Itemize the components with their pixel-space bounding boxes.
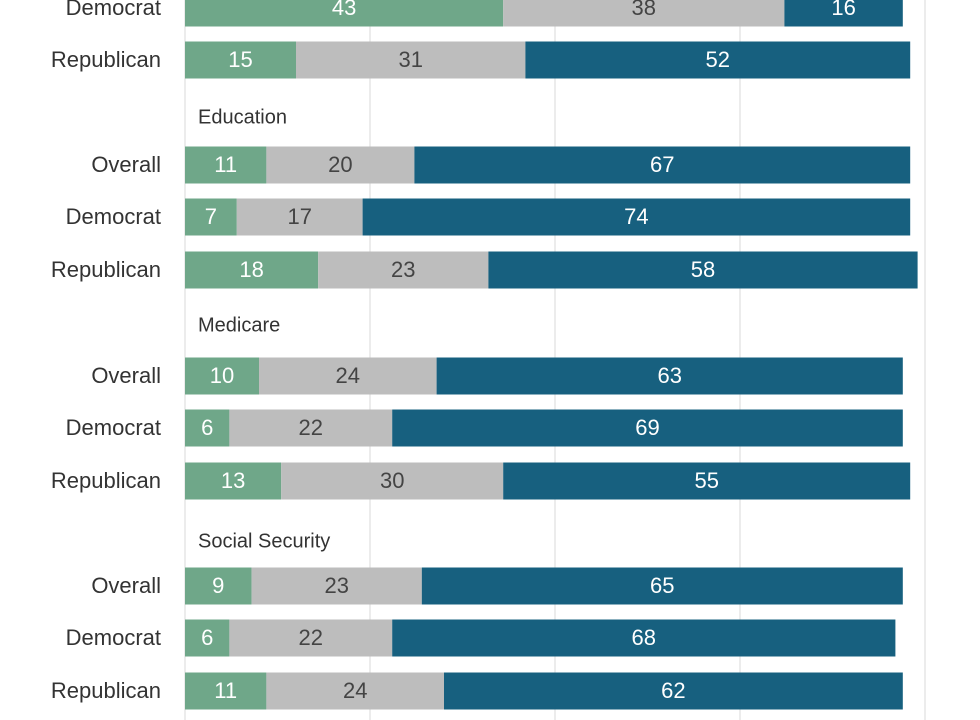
bar-segment-1 <box>185 146 267 184</box>
bar-value-label: 67 <box>650 152 674 177</box>
bar-segment-3 <box>525 41 911 79</box>
group-label: Social Security <box>198 530 330 552</box>
bar-value-label: 43 <box>332 0 356 20</box>
bar-value-label: 6 <box>201 625 213 650</box>
row-label: Republican <box>51 47 161 72</box>
bar-segment-2 <box>266 672 444 710</box>
bar-segment-2 <box>251 567 422 605</box>
bar-segment-1 <box>185 567 252 605</box>
row-label: Overall <box>91 363 161 388</box>
bar-segment-2 <box>281 462 504 500</box>
bar-segment-1 <box>185 672 267 710</box>
bar-value-label: 16 <box>831 0 855 20</box>
bar-segment-3 <box>784 0 903 27</box>
bar-segment-1 <box>185 198 237 236</box>
bar-segment-1 <box>185 357 259 395</box>
bar-segment-3 <box>503 462 911 500</box>
bar-segment-3 <box>436 357 903 395</box>
bar-value-label: 6 <box>201 415 213 440</box>
bar-segment-3 <box>421 567 903 605</box>
group-label: Education <box>198 106 287 128</box>
bar-value-label: 30 <box>380 468 404 493</box>
row-label: Republican <box>51 257 161 282</box>
bar-value-label: 23 <box>324 573 348 598</box>
row-label: Republican <box>51 678 161 703</box>
bar-value-label: 23 <box>391 257 415 282</box>
bar-segment-2 <box>318 251 489 289</box>
bar-value-label: 11 <box>214 678 237 703</box>
row-label: Democrat <box>66 625 161 650</box>
bar-value-label: 17 <box>287 204 311 229</box>
bar-value-label: 10 <box>210 363 234 388</box>
bar-segment-1 <box>185 409 230 447</box>
bar-segment-2 <box>229 409 393 447</box>
bar-value-label: 31 <box>398 47 422 72</box>
bar-segment-3 <box>444 672 903 710</box>
group-label: Medicare <box>198 314 280 336</box>
bar-value-label: 7 <box>205 204 217 229</box>
bar-value-label: 62 <box>661 678 685 703</box>
bar-segment-2 <box>236 198 363 236</box>
row-label: Overall <box>91 573 161 598</box>
row-label: Democrat <box>66 204 161 229</box>
bar-segment-2 <box>503 0 785 27</box>
row-label: Democrat <box>66 415 161 440</box>
bars <box>185 0 918 710</box>
bar-segment-2 <box>296 41 526 79</box>
bar-segment-2 <box>259 357 437 395</box>
row-label: Democrat <box>66 0 161 20</box>
bar-value-label: 15 <box>228 47 252 72</box>
bar-value-label: 22 <box>299 625 323 650</box>
bar-value-label: 13 <box>221 468 245 493</box>
bar-value-label: 55 <box>694 468 718 493</box>
bar-value-label: 69 <box>635 415 659 440</box>
bar-value-label: 63 <box>657 363 681 388</box>
bar-segment-3 <box>392 409 903 447</box>
bar-segment-1 <box>185 0 504 27</box>
bar-value-label: 11 <box>214 152 237 177</box>
bar-value-label: 58 <box>691 257 715 282</box>
bar-segment-1 <box>185 462 282 500</box>
bar-value-label: 9 <box>212 573 224 598</box>
bar-value-label: 22 <box>299 415 323 440</box>
bar-value-label: 18 <box>239 257 263 282</box>
bar-value-label: 74 <box>624 204 648 229</box>
bar-value-label: 24 <box>343 678 367 703</box>
bar-value-label: 20 <box>328 152 352 177</box>
row-label: Overall <box>91 152 161 177</box>
bar-segment-1 <box>185 41 296 79</box>
bar-value-label: 24 <box>336 363 360 388</box>
bar-value-label: 65 <box>650 573 674 598</box>
labels: Democrat 43 38 16 Republican 15 31 52 Education O… <box>51 0 856 703</box>
bar-segment-1 <box>185 619 230 657</box>
bar-value-label: 52 <box>706 47 730 72</box>
bar-segment-3 <box>392 619 896 657</box>
bar-value-label: 68 <box>632 625 656 650</box>
bar-segment-2 <box>266 146 415 184</box>
bar-segment-3 <box>414 146 911 184</box>
bar-segment-3 <box>362 198 911 236</box>
bar-value-label: 38 <box>632 0 656 20</box>
row-label: Republican <box>51 468 161 493</box>
bar-segment-2 <box>229 619 393 657</box>
bar-segment-1 <box>185 251 319 289</box>
bar-segment-3 <box>488 251 918 289</box>
